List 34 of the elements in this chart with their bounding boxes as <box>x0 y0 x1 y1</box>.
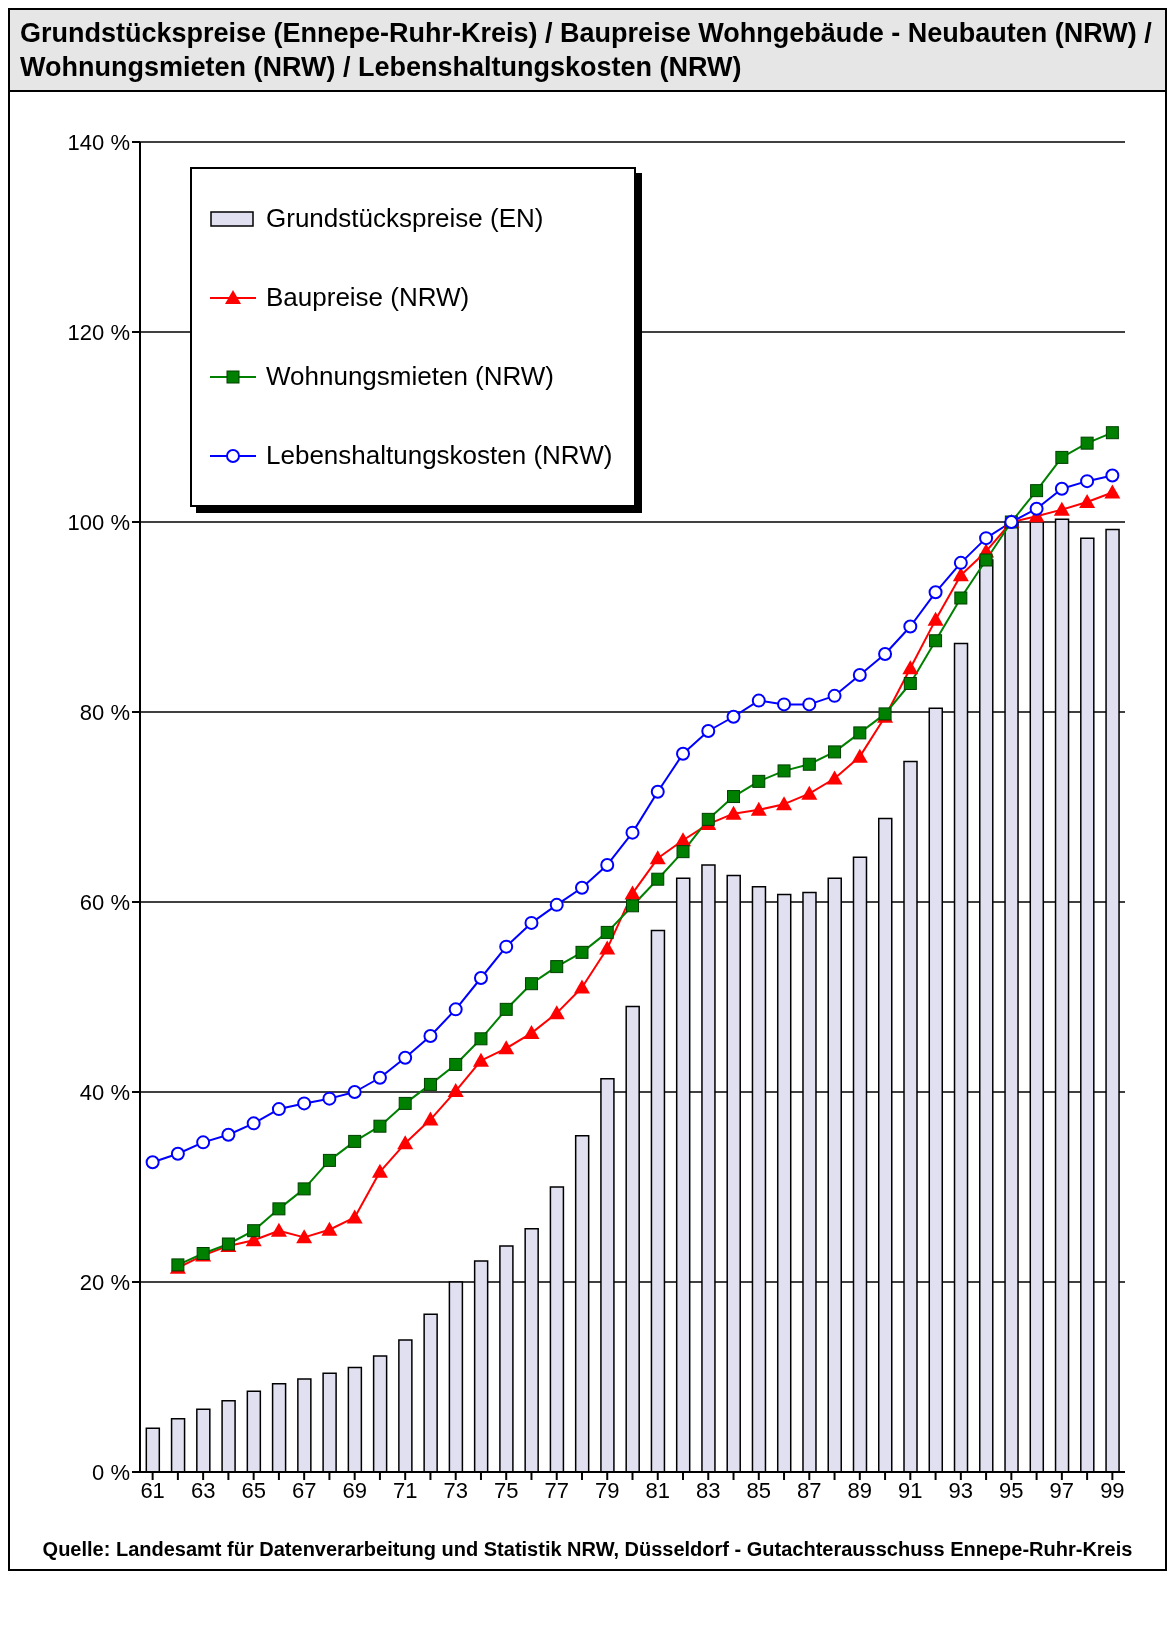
y-tick-label: 120 % <box>67 319 130 345</box>
x-tick-label: 79 <box>595 1477 620 1503</box>
x-tick-label: 99 <box>1100 1477 1125 1503</box>
chart-title: Grundstückspreise (Ennepe-Ruhr-Kreis) / Baupreise Wohngebäude - Neubauten (NRW) / Wohnungsmieten (NRW) / Lebenshaltungskosten (NRW) <box>10 10 1165 92</box>
y-tick-label: 0 % <box>92 1459 130 1485</box>
y-tick-label: 140 % <box>67 129 130 155</box>
y-tick-label: 60 % <box>79 889 130 915</box>
y-tick-label: 80 % <box>79 699 130 725</box>
x-tick-label: 95 <box>999 1477 1024 1503</box>
x-tick-label: 93 <box>948 1477 974 1503</box>
x-tick-label: 65 <box>241 1477 266 1503</box>
x-tick-label: 73 <box>443 1477 468 1503</box>
x-tick-label: 89 <box>847 1477 873 1503</box>
x-tick-label: 61 <box>140 1477 165 1503</box>
x-tick-label: 83 <box>696 1477 721 1503</box>
y-tick-label: 100 % <box>67 509 130 535</box>
legend-label: Lebenshaltungskosten (NRW) <box>266 440 613 471</box>
source-note: Quelle: Landesamt für Datenverarbeitung und Statistik NRW, Düsseldorf - Gutachterausschuss Ennepe-Ruhr-Kreis <box>41 1538 1134 1561</box>
x-tick-label: 69 <box>342 1477 367 1503</box>
x-tick-label: 67 <box>291 1477 317 1503</box>
x-tick-label: 81 <box>645 1477 670 1503</box>
x-tick-label: 97 <box>1049 1477 1075 1503</box>
y-tick-label: 20 % <box>79 1269 130 1295</box>
x-tick-label: 75 <box>493 1477 519 1503</box>
x-tick-label: 71 <box>392 1477 418 1503</box>
x-tick-label: 85 <box>746 1477 772 1503</box>
x-tick-label: 77 <box>544 1477 569 1503</box>
x-tick-label: 63 <box>190 1477 216 1503</box>
legend-label: Wohnungsmieten (NRW) <box>266 361 555 392</box>
x-tick-label: 91 <box>898 1477 923 1503</box>
y-tick-label: 40 % <box>79 1079 130 1105</box>
legend-label: Grundstückspreise (EN) <box>266 203 544 234</box>
legend-label: Baupreise (NRW) <box>266 282 470 313</box>
x-tick-label: 87 <box>797 1477 822 1503</box>
